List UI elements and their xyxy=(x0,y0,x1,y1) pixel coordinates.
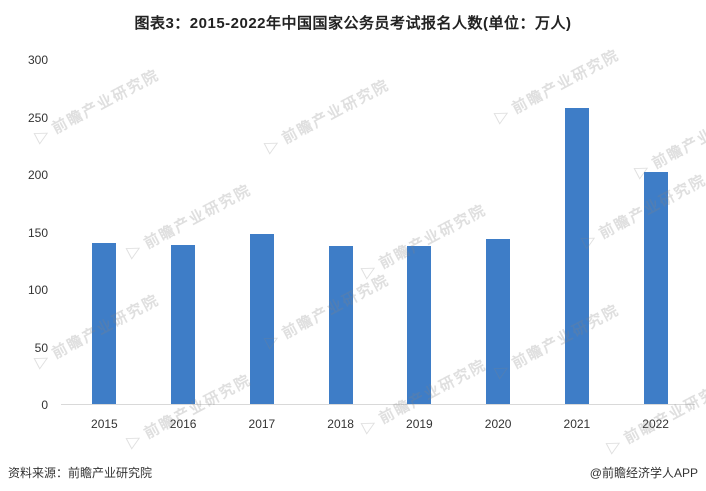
x-tick-label-2019: 2019 xyxy=(406,417,433,431)
y-tick-label-200: 200 xyxy=(27,168,48,182)
bar-2015 xyxy=(92,242,117,405)
credit-note: @前瞻经济学人APP xyxy=(589,466,698,480)
triangle-logo-icon: ▷ xyxy=(603,432,626,456)
bar-2021 xyxy=(564,108,589,405)
x-axis: 2015 2016 2017 2018 2019 2020 2021 2022 xyxy=(65,417,695,435)
y-tick-label-50: 50 xyxy=(34,340,48,355)
y-tick-label-0: 0 xyxy=(41,398,48,412)
x-tick-label-2015: 2015 xyxy=(91,417,118,431)
y-tick-label-100: 100 xyxy=(27,283,48,297)
y-tick-label-150: 150 xyxy=(27,225,48,240)
x-tick-label-2018: 2018 xyxy=(327,417,354,431)
y-tick-label-250: 250 xyxy=(27,110,48,125)
chart-title: 图表3：2015-2022年中国国家公务员考试报名人数(单位：万人) xyxy=(134,15,572,32)
x-tick-label-2017: 2017 xyxy=(248,417,276,431)
chart-footer: 资料来源：前瞻产业研究院 @前瞻经济学人APP xyxy=(0,464,706,481)
bar-2019 xyxy=(407,246,432,405)
bar-2020 xyxy=(486,239,511,405)
x-tick-label-2022: 2022 xyxy=(642,417,669,431)
bar-2016 xyxy=(171,245,196,405)
bar-2018 xyxy=(328,246,353,405)
bar-2017 xyxy=(249,233,274,405)
x-tick-label-2021: 2021 xyxy=(563,417,591,431)
bar-2022 xyxy=(643,171,668,405)
y-tick-label-300: 300 xyxy=(27,53,48,67)
x-tick-label-2016: 2016 xyxy=(169,417,197,431)
plot-area xyxy=(61,60,695,405)
source-note: 资料来源：前瞻产业研究院 xyxy=(8,466,153,480)
x-tick-label-2020: 2020 xyxy=(484,417,512,431)
y-axis: 0 50 100 150 200 250 300 xyxy=(8,53,48,412)
